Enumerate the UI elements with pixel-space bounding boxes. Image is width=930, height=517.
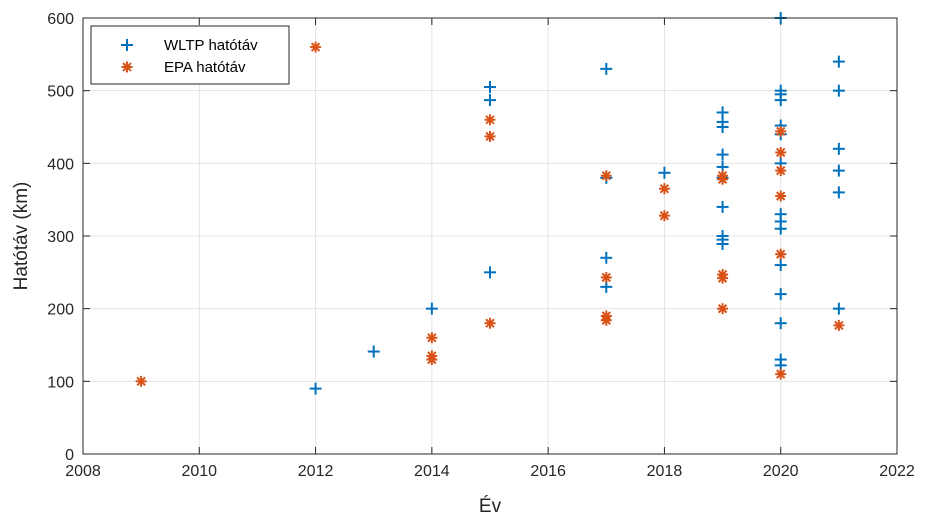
epa-point bbox=[600, 310, 612, 322]
wltp-point bbox=[484, 81, 496, 94]
epa-point bbox=[775, 125, 787, 137]
wltp-point bbox=[716, 106, 729, 119]
epa-point bbox=[775, 248, 787, 260]
epa-point bbox=[426, 350, 438, 362]
legend: WLTP hatótáv EPA hatótáv bbox=[90, 25, 290, 85]
wltp-point bbox=[716, 200, 729, 213]
epa-point bbox=[775, 368, 787, 380]
legend-epa-marker bbox=[121, 61, 133, 73]
wltp-point bbox=[832, 55, 845, 68]
epa-point bbox=[600, 271, 612, 283]
x-tick-label: 2022 bbox=[879, 463, 915, 480]
y-tick-label: 600 bbox=[47, 11, 74, 28]
epa-point bbox=[484, 114, 496, 126]
x-axis-label: Év bbox=[479, 496, 502, 517]
epa-point bbox=[658, 183, 670, 195]
y-axis-ticks: 0 100 200 300 400 500 600 bbox=[47, 11, 897, 464]
y-tick-label: 0 bbox=[65, 447, 74, 464]
series-epa bbox=[135, 41, 845, 387]
wltp-point bbox=[774, 353, 787, 366]
wltp-point bbox=[600, 251, 613, 264]
legend-wltp-marker bbox=[121, 39, 133, 51]
epa-point bbox=[775, 165, 787, 177]
epa-point bbox=[310, 41, 322, 53]
wltp-point bbox=[658, 166, 671, 179]
plot-frame bbox=[82, 17, 898, 455]
x-tick-label: 2010 bbox=[181, 463, 217, 480]
x-tick-label: 2014 bbox=[414, 463, 450, 480]
epa-point bbox=[658, 210, 670, 222]
legend-box bbox=[90, 25, 290, 85]
wltp-point bbox=[425, 302, 438, 315]
y-tick-label: 100 bbox=[47, 374, 74, 391]
epa-point bbox=[833, 319, 845, 331]
wltp-point bbox=[484, 266, 496, 279]
wltp-point bbox=[832, 302, 845, 315]
wltp-point bbox=[832, 84, 845, 97]
x-tick-label: 2018 bbox=[647, 463, 683, 480]
wltp-point bbox=[716, 148, 729, 161]
x-axis-ticks: 2008 2010 2012 2014 2016 2018 2020 2022 bbox=[65, 18, 915, 480]
wltp-point bbox=[832, 142, 845, 155]
epa-point bbox=[600, 170, 612, 182]
epa-point bbox=[717, 269, 729, 281]
x-tick-label: 2012 bbox=[298, 463, 334, 480]
epa-point bbox=[484, 130, 496, 142]
legend-label: EPA hatótáv bbox=[164, 59, 246, 76]
x-tick-label: 2008 bbox=[65, 463, 101, 480]
wltp-point bbox=[774, 288, 787, 301]
epa-point bbox=[717, 303, 729, 315]
x-tick-label: 2016 bbox=[530, 463, 566, 480]
wltp-point bbox=[600, 62, 613, 75]
wltp-point bbox=[774, 84, 787, 97]
epa-point bbox=[775, 146, 787, 158]
legend-label: WLTP hatótáv bbox=[164, 37, 258, 54]
wltp-point bbox=[774, 259, 787, 272]
y-axis-label: Hatótáv (km) bbox=[11, 182, 32, 291]
y-tick-label: 500 bbox=[47, 84, 74, 101]
y-tick-label: 300 bbox=[47, 229, 74, 246]
epa-point bbox=[135, 375, 147, 387]
wltp-point bbox=[774, 317, 787, 330]
wltp-point bbox=[367, 345, 380, 358]
x-tick-label: 2020 bbox=[763, 463, 799, 480]
epa-point bbox=[717, 170, 729, 182]
epa-point bbox=[484, 317, 496, 329]
epa-point bbox=[775, 190, 787, 202]
y-tick-label: 200 bbox=[47, 302, 74, 319]
epa-point bbox=[426, 332, 438, 344]
wltp-point bbox=[484, 94, 496, 107]
wltp-point bbox=[774, 208, 787, 221]
wltp-point bbox=[309, 382, 322, 395]
y-tick-label: 400 bbox=[47, 156, 74, 173]
wltp-point bbox=[716, 230, 729, 242]
wltp-point bbox=[832, 186, 845, 199]
wltp-point bbox=[832, 164, 845, 177]
